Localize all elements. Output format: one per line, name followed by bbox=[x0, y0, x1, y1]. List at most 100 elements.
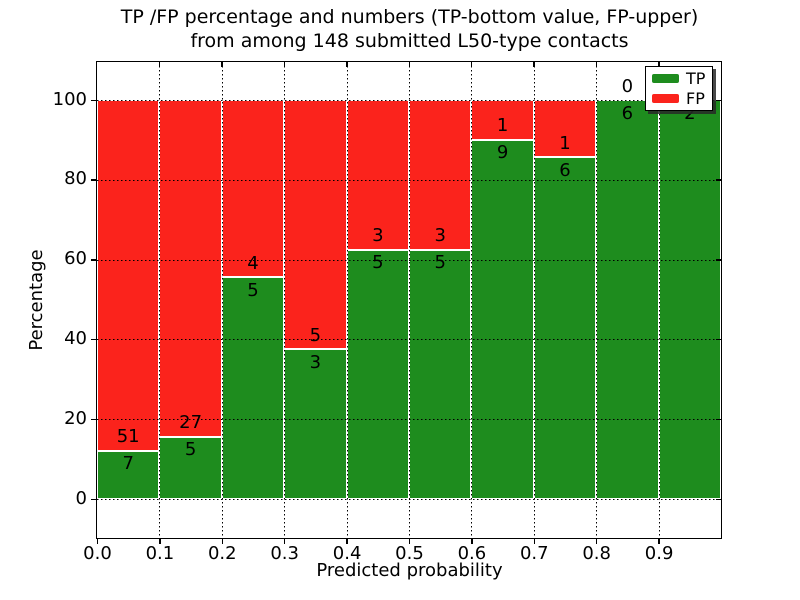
x-tick-label: 0.0 bbox=[83, 543, 112, 564]
chart-title-line1: TP /FP percentage and numbers (TP-bottom… bbox=[120, 6, 699, 28]
fp-count-label: 1 bbox=[496, 115, 509, 137]
tp-count-label: 6 bbox=[559, 159, 571, 181]
y-tick-label: 40 bbox=[64, 327, 87, 349]
bar-segment-tp bbox=[346, 249, 409, 499]
right-tick-mark bbox=[716, 338, 721, 341]
x-tick-mark bbox=[96, 538, 99, 544]
gridline-vertical bbox=[284, 62, 286, 538]
top-tick-mark bbox=[221, 62, 223, 67]
top-tick-mark bbox=[595, 62, 598, 67]
y-tick-label: 0 bbox=[75, 487, 87, 509]
bar-segment-tp bbox=[97, 450, 160, 499]
gridline-vertical bbox=[533, 62, 535, 538]
x-tick-mark bbox=[595, 538, 598, 544]
x-tick-label: 0.4 bbox=[332, 543, 362, 564]
bar-segment-tp bbox=[221, 277, 285, 499]
bar-segment-fp bbox=[159, 100, 222, 437]
fp-count-label: 3 bbox=[372, 225, 384, 247]
gridline-horizontal bbox=[97, 419, 721, 421]
top-tick-mark bbox=[533, 62, 535, 67]
right-tick-mark bbox=[716, 259, 721, 261]
gridline-horizontal bbox=[97, 100, 721, 101]
top-tick-mark bbox=[470, 62, 473, 67]
right-tick-mark bbox=[716, 498, 721, 500]
plot-area: 5172754553353519160602 bbox=[96, 61, 722, 539]
fp-count-label: 4 bbox=[247, 252, 259, 274]
fp-count-label: 5 bbox=[309, 324, 322, 346]
x-tick-mark bbox=[283, 538, 286, 544]
y-tick-label: 20 bbox=[64, 407, 87, 429]
top-tick-mark bbox=[408, 62, 410, 67]
x-tick-label: 0.5 bbox=[395, 543, 424, 564]
legend-label-tp: TP bbox=[686, 69, 706, 89]
right-tick-mark bbox=[716, 99, 721, 101]
x-tick-label: 0.3 bbox=[270, 543, 299, 564]
bar-segment-tp bbox=[471, 139, 534, 499]
bar-segment-fp bbox=[471, 100, 534, 140]
x-tick-label: 0.1 bbox=[145, 543, 175, 564]
gridline-horizontal bbox=[97, 179, 721, 181]
y-tick-mark bbox=[91, 338, 97, 341]
top-tick-mark bbox=[158, 62, 161, 67]
bar-segment-fp bbox=[346, 100, 409, 250]
x-tick-mark bbox=[658, 538, 660, 544]
y-tick-mark bbox=[91, 179, 97, 181]
bar-segment-fp bbox=[221, 100, 285, 278]
x-tick-label: 0.2 bbox=[207, 543, 237, 564]
tp-count-label: 9 bbox=[496, 142, 509, 164]
fp-count-label: 1 bbox=[559, 132, 571, 154]
bar-segment-fp bbox=[284, 100, 347, 350]
y-axis-label: Percentage bbox=[26, 249, 47, 351]
bar-segment-fp bbox=[409, 100, 472, 250]
y-tick-mark bbox=[91, 498, 97, 500]
top-tick-mark bbox=[346, 62, 348, 67]
gridline-vertical bbox=[159, 62, 161, 538]
right-tick-mark bbox=[716, 179, 721, 181]
bar-segment-tp bbox=[533, 157, 597, 499]
chart-title-line2: from among 148 submitted L50-type contac… bbox=[190, 30, 629, 52]
x-tick-mark bbox=[159, 538, 161, 544]
gridline-horizontal bbox=[97, 499, 721, 500]
fp-swatch-icon bbox=[652, 93, 679, 103]
x-axis-label: Predicted probability bbox=[316, 560, 503, 581]
x-tick-label: 0.6 bbox=[457, 543, 487, 564]
tp-swatch-icon bbox=[652, 74, 679, 84]
x-tick-mark bbox=[471, 538, 473, 544]
fp-count-label: 3 bbox=[434, 225, 446, 247]
tp-count-label: 7 bbox=[122, 453, 134, 475]
gridline-vertical bbox=[596, 62, 598, 538]
x-tick-mark bbox=[221, 538, 224, 544]
y-tick-mark bbox=[91, 99, 97, 101]
x-tick-mark bbox=[533, 538, 536, 544]
legend-row-tp: TP bbox=[652, 69, 706, 88]
legend-row-fp: FP bbox=[652, 89, 706, 108]
bar-segment-tp bbox=[658, 100, 721, 499]
gridline-horizontal bbox=[97, 339, 721, 341]
y-tick-label: 100 bbox=[52, 88, 87, 110]
y-tick-label: 80 bbox=[64, 168, 87, 190]
fp-count-label: 27 bbox=[179, 412, 203, 434]
gridline-vertical bbox=[471, 62, 473, 538]
x-tick-label: 0.7 bbox=[519, 543, 549, 564]
bar-segment-tp bbox=[596, 100, 659, 499]
gridline-vertical bbox=[346, 62, 348, 538]
top-tick-mark bbox=[658, 62, 660, 67]
right-tick-mark bbox=[716, 418, 721, 421]
tp-count-label: 3 bbox=[309, 351, 322, 373]
top-tick-mark bbox=[283, 62, 286, 67]
chart-title: TP /FP percentage and numbers (TP-bottom… bbox=[96, 5, 723, 53]
x-tick-mark bbox=[346, 538, 348, 544]
tp-count-label: 2 bbox=[684, 102, 696, 124]
tp-count-label: 6 bbox=[621, 102, 634, 124]
tp-count-label: 5 bbox=[247, 279, 259, 301]
legend-label-fp: FP bbox=[686, 88, 705, 108]
y-tick-mark bbox=[91, 259, 97, 261]
y-tick-mark bbox=[91, 418, 97, 421]
tp-count-label: 5 bbox=[434, 252, 446, 274]
x-tick-mark bbox=[408, 538, 411, 544]
gridline-vertical bbox=[658, 62, 660, 538]
tp-count-label: 5 bbox=[184, 439, 197, 461]
bar-segment-tp bbox=[409, 249, 472, 499]
fp-count-label: 51 bbox=[116, 426, 140, 448]
